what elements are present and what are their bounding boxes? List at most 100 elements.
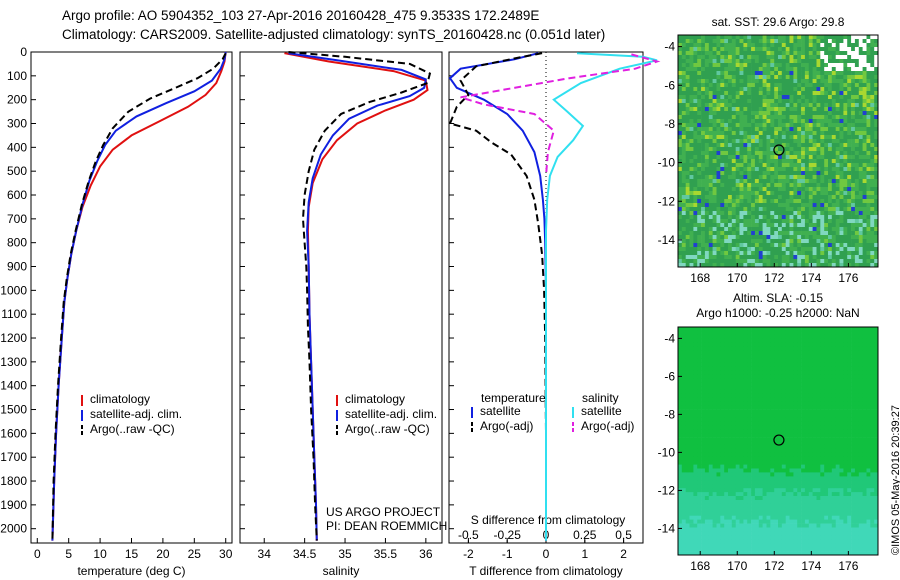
map-cell — [762, 79, 767, 84]
map-cell — [835, 127, 840, 132]
map-cell — [831, 39, 836, 44]
map-cell — [716, 103, 721, 108]
map-cell — [793, 255, 798, 260]
map-cell — [874, 444, 879, 450]
map-cell — [781, 441, 786, 446]
map-cell — [785, 167, 790, 172]
map-cell — [835, 171, 840, 176]
map-cell — [693, 417, 698, 422]
map-cell — [747, 456, 752, 461]
map-cell — [716, 107, 721, 112]
map-cell — [820, 382, 825, 387]
map-cell — [731, 247, 736, 252]
map-cell — [870, 444, 875, 450]
map-cell — [739, 111, 744, 116]
map-cell — [758, 366, 763, 371]
map-cell — [693, 437, 698, 442]
map-cell — [770, 342, 775, 347]
map-cell — [770, 91, 775, 96]
map-cell — [751, 247, 756, 252]
map-cell — [820, 263, 825, 268]
map-cell — [816, 247, 821, 252]
map-cell — [731, 444, 736, 450]
map-cell — [816, 47, 821, 52]
map-cell — [731, 441, 736, 446]
map-cell — [862, 199, 867, 204]
map-cell — [678, 441, 683, 446]
map-cell — [785, 437, 790, 442]
map-cell — [758, 191, 763, 196]
map-cell — [858, 397, 863, 403]
map-cell — [835, 123, 840, 128]
map-cell — [835, 255, 840, 260]
map-cell — [785, 346, 790, 351]
map-cell — [724, 413, 729, 418]
map-cell — [785, 429, 790, 434]
map-cell — [801, 354, 806, 359]
map-cell — [820, 231, 825, 236]
map-cell — [693, 83, 698, 88]
map-cell — [847, 143, 852, 148]
map-cell — [858, 123, 863, 128]
map-cell — [762, 350, 767, 355]
map-cell — [731, 255, 736, 260]
map-cell — [689, 350, 694, 355]
map-cell — [751, 421, 756, 426]
map-cell — [739, 378, 744, 383]
map-cell — [701, 448, 706, 454]
map-cell — [778, 43, 783, 48]
map-cell — [747, 251, 752, 256]
map-cell — [766, 147, 771, 152]
map-cell — [704, 215, 710, 220]
map-cell — [697, 187, 702, 192]
map-cell — [704, 413, 710, 418]
map-cell — [766, 362, 771, 367]
map-cell — [789, 444, 794, 450]
map-cell — [851, 115, 856, 120]
map-cell — [831, 239, 836, 244]
map-cell — [731, 382, 736, 387]
map-cell — [735, 83, 740, 88]
map-cell — [824, 437, 829, 442]
map-cell — [724, 235, 729, 240]
map-cell — [685, 55, 690, 60]
map-cell — [812, 211, 817, 216]
map-cell — [824, 397, 829, 403]
map-cell — [804, 330, 810, 336]
map-cell — [735, 386, 740, 391]
map-cell — [739, 405, 744, 410]
map-cell — [854, 350, 860, 355]
map-cell — [835, 115, 840, 120]
map-cell — [770, 107, 775, 112]
map-cell — [770, 115, 775, 120]
map-cell — [766, 255, 771, 260]
map-cell — [843, 330, 848, 336]
map-cell — [681, 401, 686, 406]
map-cell — [754, 417, 760, 422]
map-cell — [716, 433, 721, 438]
map-cell — [831, 87, 836, 92]
map-cell — [793, 195, 798, 200]
map-cell — [785, 191, 790, 196]
map-cell — [735, 366, 740, 371]
map-cell — [685, 425, 690, 430]
map-cell — [858, 43, 863, 48]
map-cell — [835, 358, 840, 363]
map-cell — [851, 393, 856, 399]
map-cell — [854, 393, 860, 399]
map-cell — [708, 199, 713, 204]
map-cell — [693, 87, 698, 92]
map-cell — [770, 195, 775, 200]
map-cell — [874, 456, 879, 461]
map-cell — [824, 378, 829, 383]
map-cell — [831, 251, 836, 256]
map-cell — [743, 327, 748, 332]
map-cell — [774, 123, 779, 128]
map-cell — [697, 199, 702, 204]
map-cell — [808, 75, 813, 80]
map-cell — [828, 452, 833, 458]
map-cell — [839, 386, 844, 391]
map-cell — [701, 199, 706, 204]
map-cell — [812, 366, 817, 371]
map-cell — [781, 187, 786, 192]
